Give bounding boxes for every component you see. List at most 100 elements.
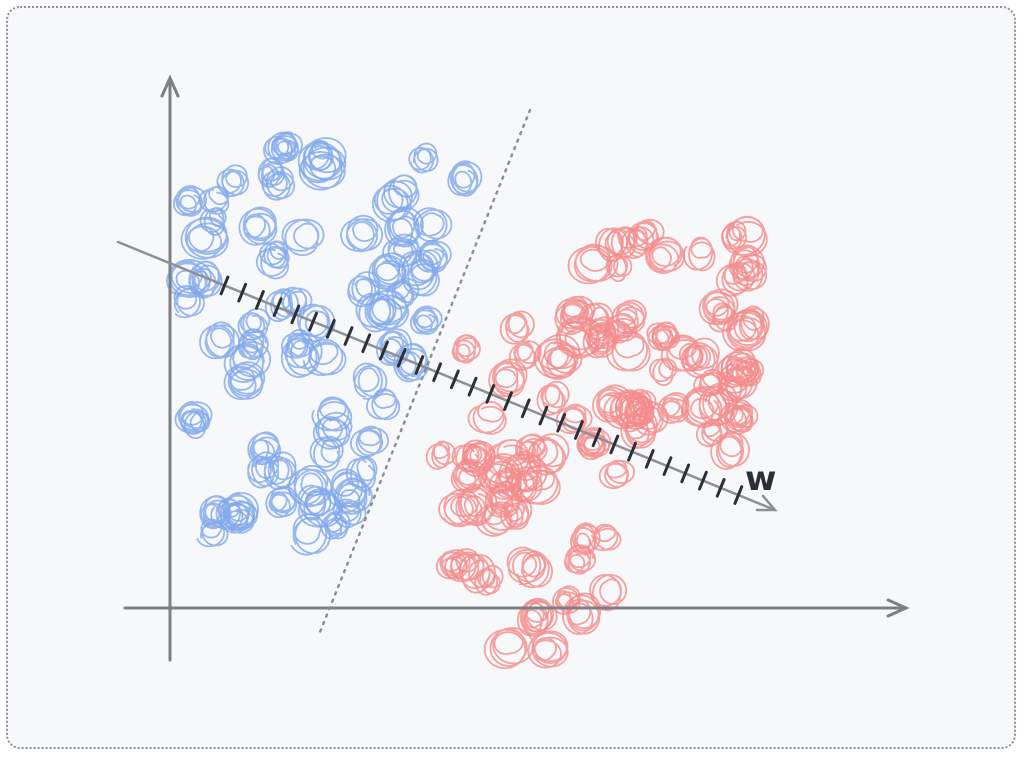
red-point (450, 458, 488, 494)
red-point (695, 418, 729, 448)
red-point (611, 299, 647, 334)
red-point (588, 523, 622, 552)
blue-point (288, 465, 333, 508)
projection-tick (520, 398, 531, 419)
blue-point (393, 342, 430, 383)
point-clouds (166, 131, 770, 669)
blue-point (259, 240, 289, 269)
red-point (589, 574, 628, 612)
red-point (467, 400, 507, 435)
blue-point (216, 164, 250, 198)
projection-tick (396, 347, 407, 368)
red-point (564, 544, 596, 575)
blue-point (352, 362, 388, 400)
red-point (536, 380, 570, 416)
blue-point (332, 498, 367, 529)
red-point (605, 254, 633, 282)
blue-point (297, 484, 332, 521)
red-point (554, 299, 594, 336)
projection-tick (361, 333, 372, 354)
blue-point (384, 206, 424, 248)
blue-point (180, 410, 211, 439)
projection-tick (573, 420, 584, 440)
red-point (605, 330, 651, 372)
red-point (731, 358, 764, 388)
projection-tick (662, 456, 673, 476)
blue-point (340, 214, 384, 253)
blue-point (415, 239, 452, 273)
red-point (646, 322, 678, 352)
blue-point (180, 216, 229, 260)
red-point (515, 433, 548, 464)
red-point (425, 440, 456, 470)
red-point (562, 592, 602, 635)
blue-point (371, 180, 413, 223)
blue-point (408, 142, 439, 174)
red-point (630, 388, 657, 416)
red-point (435, 549, 471, 580)
red-point (552, 585, 581, 615)
red-point (488, 358, 528, 398)
red-point (461, 441, 496, 478)
projection-tick (343, 326, 354, 346)
red-point (693, 368, 729, 398)
blue-point (198, 186, 230, 215)
blue-point (320, 510, 351, 540)
projection-axis (116, 240, 778, 512)
blue-point (219, 501, 259, 534)
red-point (660, 334, 704, 372)
red-point (682, 236, 716, 272)
projection-tick (644, 449, 655, 469)
x-axis-arrow (886, 598, 910, 618)
blue-point (347, 271, 381, 308)
blue-point (199, 495, 232, 530)
red-point (474, 564, 504, 596)
blue-point (366, 388, 401, 421)
blue-point (413, 207, 453, 243)
blue-point (173, 285, 205, 319)
red-point (484, 481, 523, 518)
blue-point (265, 485, 297, 519)
decision-boundary (318, 108, 532, 634)
blue-point (280, 333, 323, 378)
red-point (451, 334, 481, 364)
red-point (732, 253, 768, 292)
projection-tick (503, 391, 513, 411)
blue-point (281, 328, 314, 359)
projection-tick (308, 311, 318, 332)
red-point (710, 431, 750, 470)
blue-point (355, 292, 397, 333)
projection-tick (432, 362, 443, 383)
projection-tick (715, 477, 726, 498)
blue-point (270, 131, 303, 162)
red-point (499, 310, 535, 345)
red-point (733, 305, 770, 343)
blue-point (237, 307, 271, 341)
red-point (527, 630, 569, 669)
red-point (627, 218, 665, 251)
canvas-frame (6, 6, 1016, 749)
red-point (483, 627, 534, 669)
red-point (649, 357, 678, 387)
projection-label: w (745, 459, 776, 499)
projection-tick (556, 412, 567, 433)
blue-point (174, 400, 213, 434)
blue-point (223, 341, 272, 383)
blue-point (309, 435, 344, 472)
blue-point (238, 206, 278, 246)
blue-point (350, 425, 390, 458)
red-point (592, 384, 632, 423)
red-point (632, 399, 669, 437)
blue-point (188, 260, 223, 299)
red-point (516, 550, 553, 589)
red-point (698, 288, 739, 326)
red-point (513, 464, 561, 505)
blue-point (223, 361, 266, 400)
red-point (598, 459, 636, 489)
projection-tick (733, 485, 744, 505)
projection-tick (627, 441, 637, 462)
blue-point (199, 321, 240, 360)
blue-point (447, 160, 483, 197)
